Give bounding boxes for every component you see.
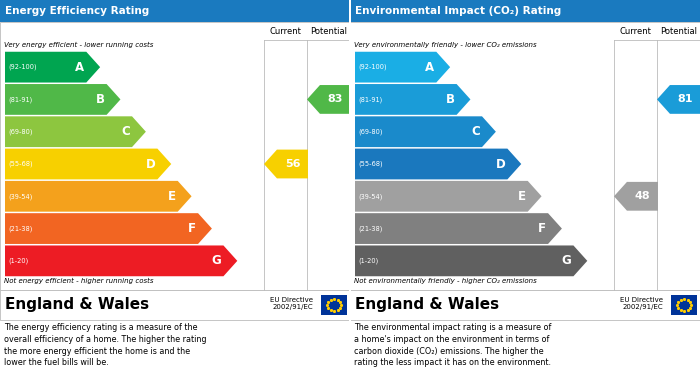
Polygon shape xyxy=(5,52,100,83)
Text: Potential: Potential xyxy=(310,27,347,36)
Text: F: F xyxy=(538,222,546,235)
Text: E: E xyxy=(168,190,176,203)
Polygon shape xyxy=(5,213,212,244)
Polygon shape xyxy=(264,150,308,178)
Polygon shape xyxy=(355,246,587,276)
Text: E: E xyxy=(518,190,526,203)
Text: 81: 81 xyxy=(678,95,693,104)
Bar xyxy=(349,0,351,391)
Text: 48: 48 xyxy=(635,191,650,201)
Text: D: D xyxy=(146,158,155,170)
Text: G: G xyxy=(561,255,571,267)
Text: 83: 83 xyxy=(328,95,343,104)
Bar xyxy=(350,22,700,290)
Text: (21-38): (21-38) xyxy=(8,225,32,232)
Text: Very energy efficient - lower running costs: Very energy efficient - lower running co… xyxy=(4,42,153,48)
Polygon shape xyxy=(355,116,496,147)
Text: Very environmentally friendly - lower CO₂ emissions: Very environmentally friendly - lower CO… xyxy=(354,42,537,48)
Polygon shape xyxy=(5,149,172,179)
Text: The energy efficiency rating is a measure of the
overall efficiency of a home. T: The energy efficiency rating is a measur… xyxy=(4,323,206,368)
Text: Current: Current xyxy=(270,27,302,36)
Bar xyxy=(350,0,700,22)
Text: A: A xyxy=(425,61,434,74)
Polygon shape xyxy=(355,52,450,83)
Text: C: C xyxy=(121,125,130,138)
Text: Current: Current xyxy=(620,27,652,36)
Bar xyxy=(671,295,697,315)
Bar xyxy=(0,0,350,22)
Text: (69-80): (69-80) xyxy=(8,129,32,135)
Text: EU Directive
2002/91/EC: EU Directive 2002/91/EC xyxy=(270,298,313,310)
Polygon shape xyxy=(5,116,146,147)
Polygon shape xyxy=(5,181,192,212)
Text: Not environmentally friendly - higher CO₂ emissions: Not environmentally friendly - higher CO… xyxy=(354,278,537,284)
Text: Energy Efficiency Rating: Energy Efficiency Rating xyxy=(5,6,149,16)
Text: B: B xyxy=(96,93,104,106)
Bar xyxy=(0,290,350,320)
Text: Potential: Potential xyxy=(660,27,697,36)
Polygon shape xyxy=(307,85,351,114)
Polygon shape xyxy=(355,84,470,115)
Text: (1-20): (1-20) xyxy=(358,258,378,264)
Polygon shape xyxy=(355,213,562,244)
Text: (39-54): (39-54) xyxy=(358,193,382,199)
Text: The environmental impact rating is a measure of
a home's impact on the environme: The environmental impact rating is a mea… xyxy=(354,323,552,368)
Text: B: B xyxy=(446,93,454,106)
Text: Not energy efficient - higher running costs: Not energy efficient - higher running co… xyxy=(4,278,153,284)
Text: G: G xyxy=(211,255,221,267)
Polygon shape xyxy=(355,181,542,212)
Text: D: D xyxy=(496,158,505,170)
Polygon shape xyxy=(657,85,700,114)
Text: (1-20): (1-20) xyxy=(8,258,28,264)
Text: (21-38): (21-38) xyxy=(358,225,382,232)
Text: (92-100): (92-100) xyxy=(358,64,386,70)
Bar xyxy=(321,295,347,315)
Text: (92-100): (92-100) xyxy=(8,64,36,70)
Bar xyxy=(0,22,350,290)
Text: 56: 56 xyxy=(285,159,300,169)
Text: (39-54): (39-54) xyxy=(8,193,32,199)
Text: (81-91): (81-91) xyxy=(358,96,382,103)
Text: F: F xyxy=(188,222,196,235)
Polygon shape xyxy=(614,182,658,211)
Polygon shape xyxy=(5,246,237,276)
Text: England & Wales: England & Wales xyxy=(5,298,149,312)
Text: (55-68): (55-68) xyxy=(8,161,33,167)
Text: Environmental Impact (CO₂) Rating: Environmental Impact (CO₂) Rating xyxy=(355,6,561,16)
Text: EU Directive
2002/91/EC: EU Directive 2002/91/EC xyxy=(620,298,663,310)
Text: A: A xyxy=(75,61,84,74)
Text: (69-80): (69-80) xyxy=(358,129,382,135)
Text: C: C xyxy=(471,125,480,138)
Polygon shape xyxy=(5,84,120,115)
Text: (55-68): (55-68) xyxy=(358,161,383,167)
Text: England & Wales: England & Wales xyxy=(355,298,499,312)
Polygon shape xyxy=(355,149,522,179)
Bar xyxy=(350,290,700,320)
Text: (81-91): (81-91) xyxy=(8,96,32,103)
